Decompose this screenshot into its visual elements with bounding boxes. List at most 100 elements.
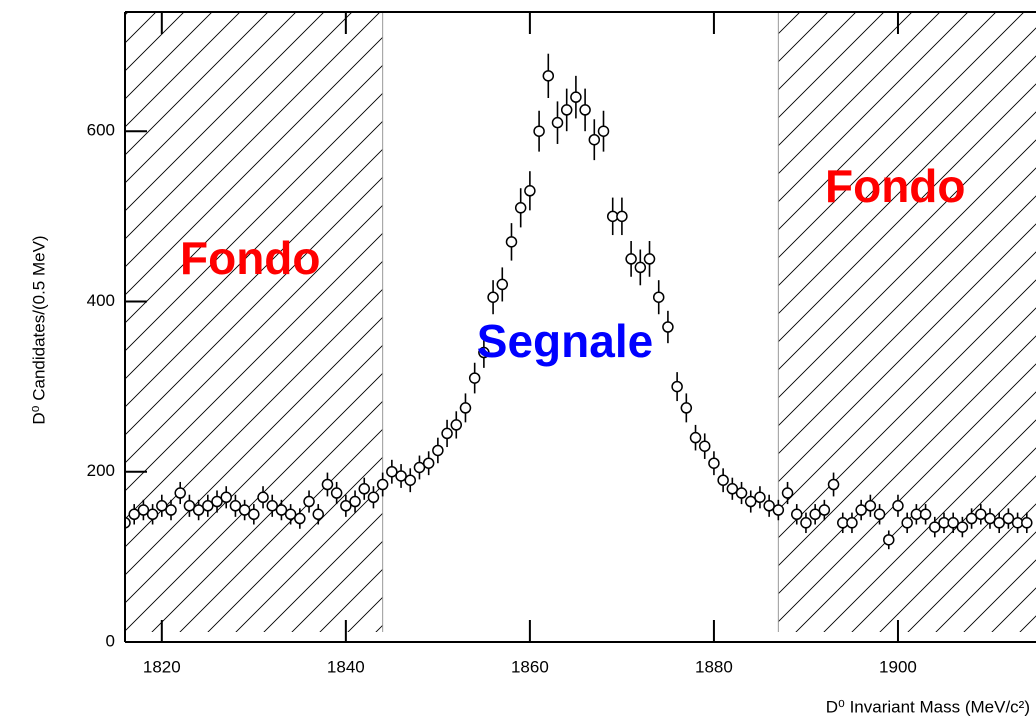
data-point <box>919 508 932 521</box>
data-point <box>367 491 380 504</box>
data-point <box>321 478 334 491</box>
x-tick-label: 1860 <box>511 657 549 676</box>
data-point <box>183 500 196 512</box>
data-point <box>128 508 140 521</box>
data-point <box>192 504 205 516</box>
data-point <box>422 457 435 469</box>
y-tick-label: 0 <box>106 631 115 650</box>
data-point <box>174 487 186 499</box>
data-point <box>386 465 398 478</box>
data-point <box>947 517 959 529</box>
data-point <box>524 185 536 197</box>
data-point <box>432 444 444 457</box>
data-point <box>873 508 886 521</box>
data-point <box>505 236 518 248</box>
x-axis-label: D⁰ Invariant Mass (MeV/c²) <box>826 697 1030 716</box>
data-point <box>671 380 683 393</box>
plot-area <box>125 12 1036 632</box>
data-point <box>689 431 702 444</box>
data-point <box>975 508 987 521</box>
data-point <box>312 508 324 521</box>
data-point <box>717 474 729 486</box>
annotation: Fondo <box>825 160 966 212</box>
annotation: Segnale <box>477 315 653 367</box>
data-point <box>294 512 306 525</box>
data-point <box>809 508 821 521</box>
data-point <box>680 402 693 414</box>
data-point <box>146 508 159 521</box>
data-point <box>450 419 463 431</box>
data-point <box>156 500 168 512</box>
data-point <box>137 504 150 516</box>
data-point <box>275 504 288 516</box>
data-point <box>551 116 564 129</box>
data-point <box>358 483 371 495</box>
x-tick-label: 1840 <box>327 657 365 676</box>
data-point <box>478 346 490 359</box>
data-point <box>827 478 840 491</box>
x-tick-label: 1880 <box>695 657 733 676</box>
data-point <box>125 517 131 529</box>
data-point <box>643 253 656 265</box>
data-point <box>956 521 969 533</box>
data-point <box>754 491 766 504</box>
data-point <box>790 508 803 521</box>
annotation: Fondo <box>180 232 321 284</box>
data-point <box>597 125 610 137</box>
data-point <box>165 504 177 516</box>
data-point <box>570 91 582 103</box>
hatched-band <box>125 12 383 632</box>
data-point <box>376 478 389 491</box>
x-tick-label: 1820 <box>143 657 181 676</box>
data-point <box>744 495 757 508</box>
data-point <box>883 534 895 546</box>
data-point <box>1002 512 1015 525</box>
data-point <box>248 508 260 521</box>
data-point <box>579 104 591 116</box>
data-point <box>929 521 941 533</box>
data-point <box>413 461 426 474</box>
data-point <box>984 512 996 525</box>
data-point <box>772 504 785 516</box>
data-point <box>238 504 251 516</box>
data-point <box>662 321 674 333</box>
data-point <box>284 508 297 521</box>
data-point <box>652 291 665 303</box>
data-point <box>560 104 573 116</box>
data-point <box>698 440 711 452</box>
data-point <box>625 253 637 265</box>
data-point <box>864 500 877 512</box>
data-point <box>855 504 867 516</box>
data-point <box>634 261 647 274</box>
data-point <box>533 125 545 137</box>
data-point <box>781 487 794 499</box>
data-point <box>726 483 739 495</box>
data-point <box>846 517 858 529</box>
data-point <box>892 500 904 512</box>
data-point <box>965 512 978 525</box>
data-point <box>330 487 343 499</box>
y-axis-label: D⁰ Candidates/(0.5 MeV) <box>29 235 48 424</box>
data-point <box>588 133 601 146</box>
data-point <box>468 372 481 384</box>
data-point <box>763 500 775 512</box>
data-point <box>303 495 315 508</box>
data-point <box>340 500 352 512</box>
data-point <box>901 517 913 529</box>
data-point <box>818 504 831 516</box>
data-point <box>993 517 1005 529</box>
data-point <box>708 457 720 469</box>
y-tick-label: 400 <box>87 291 115 310</box>
data-point <box>1021 517 1033 529</box>
data-point <box>616 210 628 223</box>
x-tick-label: 1900 <box>879 657 917 676</box>
data-point <box>229 500 242 512</box>
data-point <box>266 500 278 512</box>
y-tick-label: 600 <box>87 121 115 140</box>
data-point <box>441 427 453 440</box>
data-point <box>487 291 499 303</box>
data-point <box>404 474 417 486</box>
y-tick-label: 200 <box>87 461 115 480</box>
data-point <box>514 202 527 214</box>
